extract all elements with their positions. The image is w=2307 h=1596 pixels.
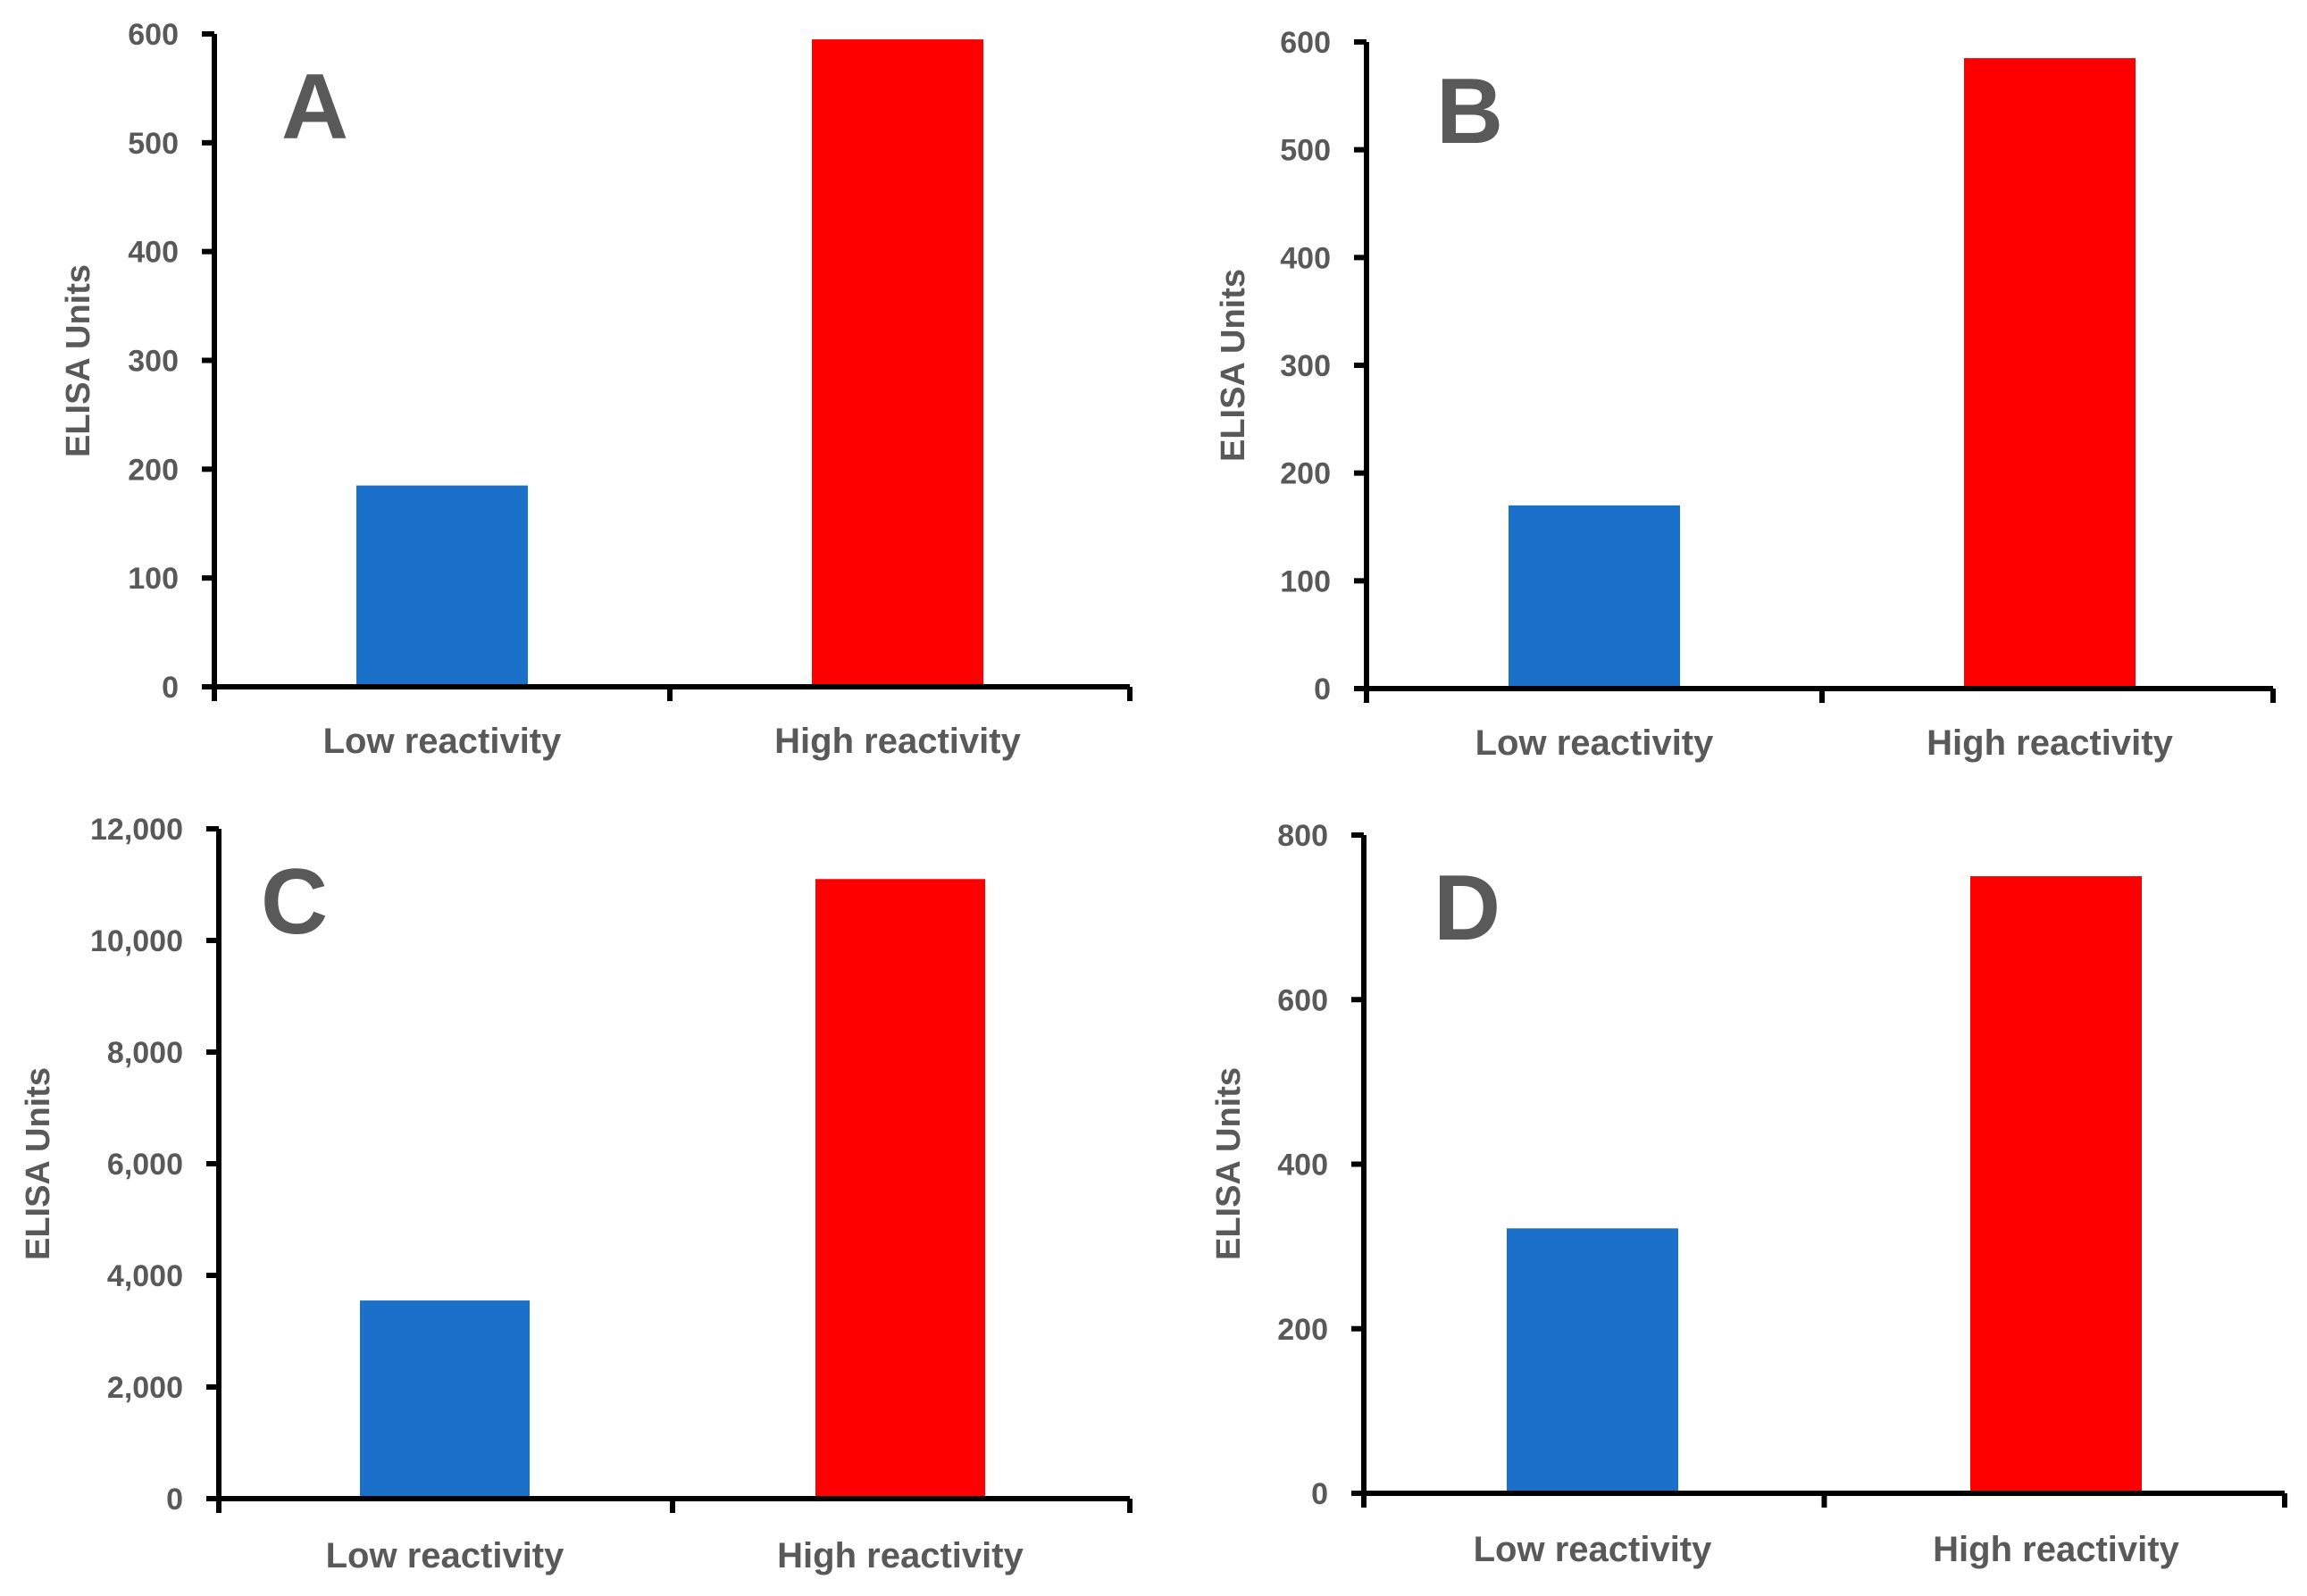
panel-c-letter: C	[261, 850, 328, 954]
panel-b-y-tick-label: 600	[1280, 26, 1331, 60]
panel-c-low-reactivity-bar	[360, 1300, 530, 1499]
panel-b-y-tick-label: 100	[1280, 564, 1331, 598]
panel-b-y-axis-title: ELISA Units	[1215, 269, 1252, 462]
panel-c-category-label: Low reactivity	[326, 1536, 565, 1575]
panel-a-letter: A	[281, 55, 348, 159]
panel-d-high-reactivity-bar	[1970, 876, 2142, 1493]
panel-a-category-label: Low reactivity	[323, 722, 563, 761]
panel-d-letter: D	[1434, 856, 1500, 960]
panel-b-category-label: Low reactivity	[1475, 723, 1715, 763]
panel-a-y-axis-title: ELISA Units	[60, 264, 97, 457]
panel-d-y-tick-label: 800	[1277, 819, 1328, 853]
panel-a-y-tick-label: 200	[128, 453, 179, 487]
panel-c-y-tick-label: 10,000	[90, 924, 183, 958]
panel-b-y-tick-label: 300	[1280, 349, 1331, 383]
panel-a-y-tick-label: 600	[128, 18, 179, 52]
panel-d-y-tick-label: 600	[1277, 983, 1328, 1017]
panel-b-letter: B	[1436, 60, 1503, 163]
panel-d-category-label: Low reactivity	[1474, 1530, 1713, 1569]
panel-c-y-tick-label: 2,000	[107, 1371, 183, 1405]
panel-b-low-reactivity-bar	[1509, 505, 1680, 689]
panel-a-high-reactivity-bar	[812, 39, 983, 687]
panel-c-category-label: High reactivity	[777, 1536, 1024, 1575]
panel-b-y-tick-label: 0	[1314, 673, 1331, 706]
panel-a-y-tick-label: 100	[128, 562, 179, 596]
panel-b-y-tick-label: 400	[1280, 241, 1331, 275]
panel-b-y-tick-label: 200	[1280, 457, 1331, 491]
panel-a-y-tick-label: 300	[128, 345, 179, 379]
panel-d-y-tick-label: 200	[1277, 1313, 1328, 1347]
panel-c-y-axis-title: ELISA Units	[20, 1067, 57, 1260]
panel-d-category-label: High reactivity	[1933, 1530, 2179, 1569]
panel-b-high-reactivity-bar	[1964, 58, 2136, 689]
panel-a-y-tick-label: 400	[128, 236, 179, 270]
panel-c-y-tick-label: 12,000	[90, 813, 183, 847]
panel-c-y-tick-label: 0	[166, 1483, 183, 1517]
panel-d-low-reactivity-bar	[1507, 1228, 1678, 1493]
panel-c-y-tick-label: 8,000	[107, 1036, 183, 1070]
panel-c-high-reactivity-bar	[815, 879, 985, 1499]
panel-d-y-axis-title: ELISA Units	[1210, 1067, 1248, 1260]
panel-b-category-label: High reactivity	[1927, 723, 2173, 763]
panel-a-y-tick-label: 0	[162, 671, 179, 705]
panel-a-y-tick-label: 500	[128, 127, 179, 161]
panel-c-y-tick-label: 6,000	[107, 1148, 183, 1182]
panel-b-y-tick-label: 500	[1280, 134, 1331, 168]
panel-c-y-tick-label: 4,000	[107, 1259, 183, 1293]
panel-a-low-reactivity-bar	[356, 485, 528, 687]
panel-a-category-label: High reactivity	[774, 722, 1021, 761]
panel-d-y-tick-label: 0	[1311, 1477, 1328, 1511]
panel-d-y-tick-label: 400	[1277, 1149, 1328, 1182]
